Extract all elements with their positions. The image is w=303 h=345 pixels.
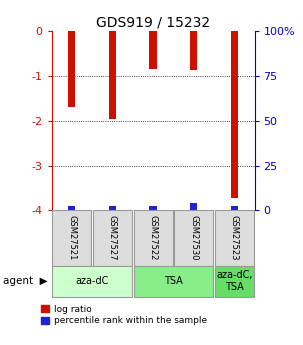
Text: agent  ▶: agent ▶ xyxy=(3,276,48,286)
Title: GDS919 / 15232: GDS919 / 15232 xyxy=(96,16,210,30)
Bar xyxy=(134,210,172,266)
Bar xyxy=(174,210,213,266)
Bar xyxy=(149,206,157,210)
Bar xyxy=(93,210,132,266)
Bar xyxy=(231,206,238,210)
Text: GSM27521: GSM27521 xyxy=(67,215,76,261)
Bar xyxy=(52,266,132,297)
Text: TSA: TSA xyxy=(164,276,183,286)
Text: GSM27527: GSM27527 xyxy=(108,215,117,261)
Text: GSM27530: GSM27530 xyxy=(189,215,198,261)
Bar xyxy=(68,206,75,210)
Text: GSM27522: GSM27522 xyxy=(148,215,158,261)
Bar xyxy=(190,203,197,210)
Bar xyxy=(109,31,116,119)
Bar xyxy=(190,31,197,70)
Legend: log ratio, percentile rank within the sample: log ratio, percentile rank within the sa… xyxy=(41,305,207,325)
Bar xyxy=(52,210,91,266)
Bar xyxy=(215,266,254,297)
Text: aza-dC: aza-dC xyxy=(75,276,109,286)
Bar xyxy=(215,210,254,266)
Bar xyxy=(68,31,75,107)
Bar xyxy=(231,31,238,198)
Text: GSM27523: GSM27523 xyxy=(230,215,239,261)
Text: aza-dC,
TSA: aza-dC, TSA xyxy=(216,270,252,292)
Bar xyxy=(149,31,157,69)
Bar xyxy=(134,266,213,297)
Bar xyxy=(109,206,116,210)
